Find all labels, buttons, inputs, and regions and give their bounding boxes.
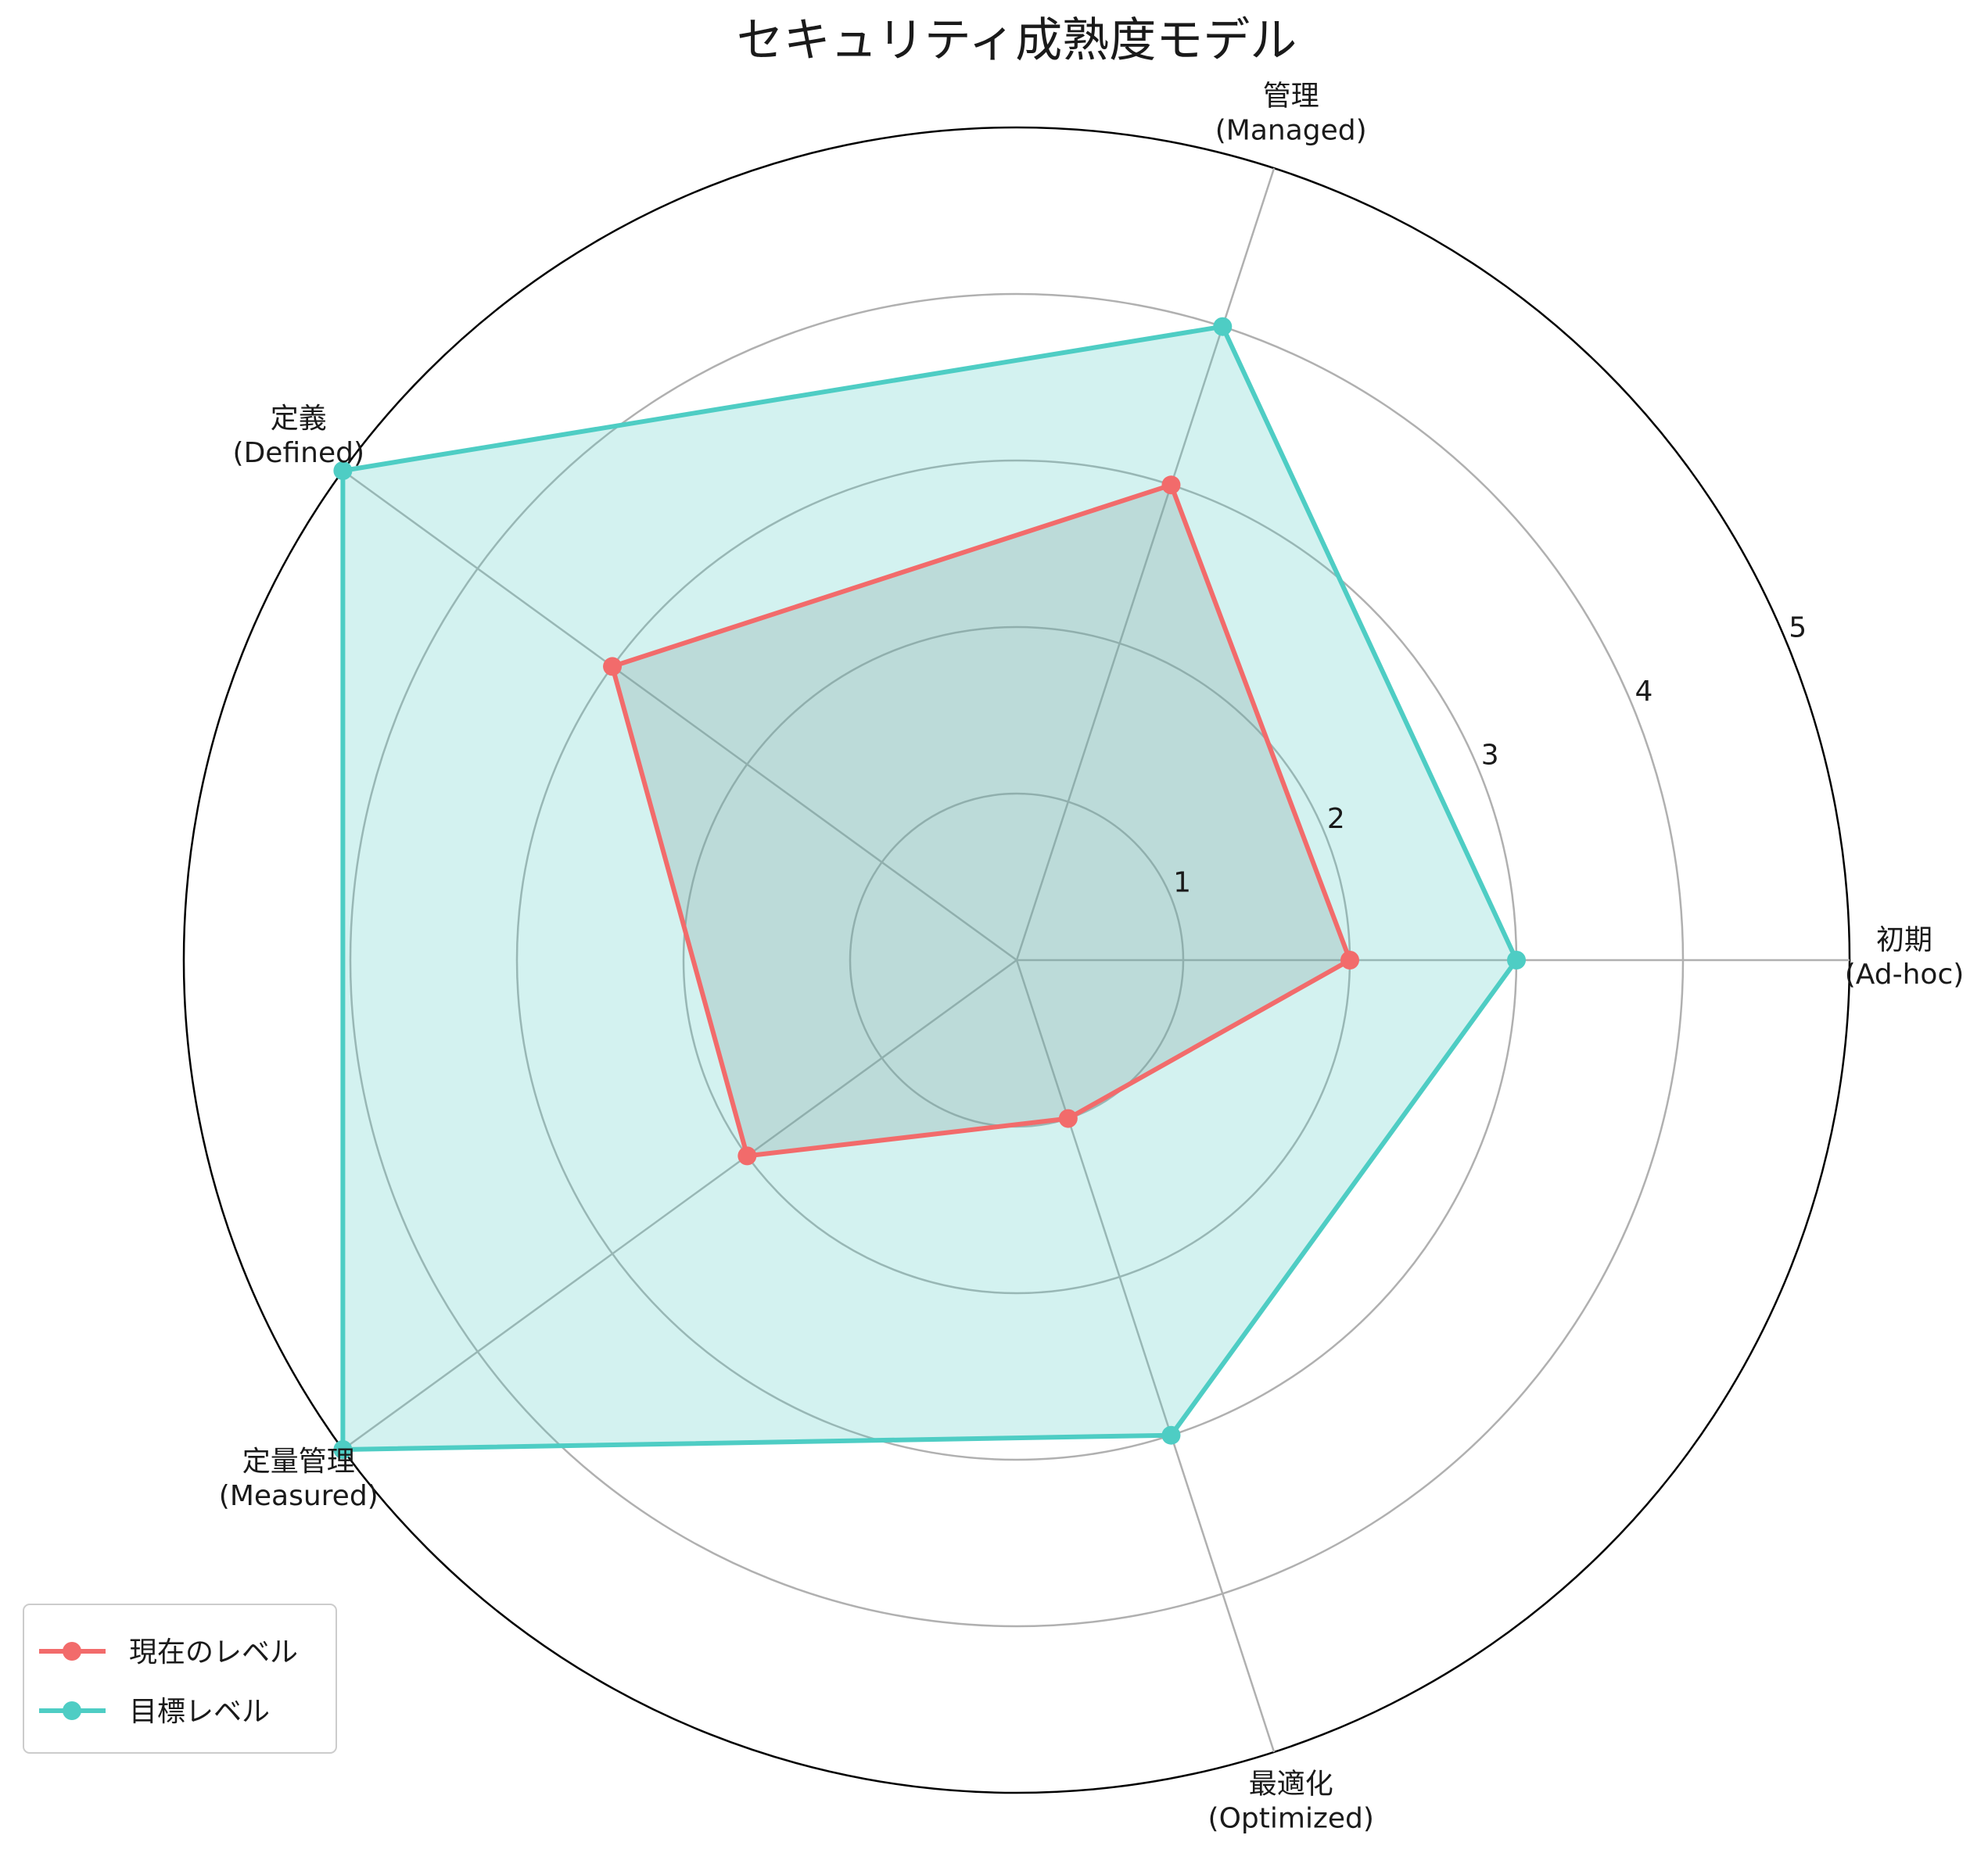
axis-label-1: 初期(Ad-hoc) xyxy=(1845,924,1965,991)
series-1-area xyxy=(612,485,1350,1156)
legend-marker-1 xyxy=(63,1642,81,1661)
axis-label-1-line-1: 初期 xyxy=(1876,924,1932,956)
spoke-2 xyxy=(1015,167,1276,961)
legend-label-2: 目標レベル xyxy=(129,1696,270,1728)
tick-label-4: 4 xyxy=(1635,676,1652,708)
legend-marker-2 xyxy=(63,1701,81,1720)
axis-label-1-line-2: (Ad-hoc) xyxy=(1845,959,1965,991)
axis-label-2-line-1: 管理 xyxy=(1263,81,1319,113)
axis-label-4: 定量管理(Measured) xyxy=(219,1446,379,1512)
series-2-line xyxy=(340,324,1519,1452)
series-points xyxy=(333,317,1526,1459)
tick-label-2: 2 xyxy=(1327,803,1345,835)
axis-labels: 初期(Ad-hoc) 管理(Managed) 定義(Defined) 定量管理(Mea… xyxy=(219,81,1964,1835)
spoke-4 xyxy=(342,959,1017,1451)
legend-label-1: 現在のレベル xyxy=(129,1636,298,1668)
axis-label-2: 管理(Managed) xyxy=(1215,81,1367,147)
series-2-point-2 xyxy=(1213,317,1233,336)
series-1-line xyxy=(610,482,1352,1159)
axis-label-5-line-1: 最適化 xyxy=(1249,1768,1333,1800)
grid xyxy=(182,126,1851,1794)
axis-label-3-line-1: 定義 xyxy=(271,403,327,435)
series-1-point-5 xyxy=(1058,1109,1078,1128)
tick-label-3: 3 xyxy=(1481,739,1499,771)
axis-label-3: 定義(Defined) xyxy=(233,403,364,469)
axis-label-5-line-2: (Optimized) xyxy=(1208,1802,1374,1834)
series-2-point-4 xyxy=(333,1439,353,1459)
series-2-area xyxy=(343,326,1516,1450)
series-1-point-3 xyxy=(603,657,623,676)
tick-label-1: 1 xyxy=(1173,866,1191,898)
axis-label-4-line-2: (Measured) xyxy=(219,1480,379,1512)
series-areas xyxy=(343,326,1516,1450)
axis-label-4-line-1: 定量管理 xyxy=(242,1446,355,1478)
radial-tick-labels: 1 2 3 4 5 xyxy=(1173,611,1807,898)
spoke-5 xyxy=(1015,959,1276,1753)
axis-label-2-line-2: (Managed) xyxy=(1215,115,1367,147)
axis-label-3-line-2: (Defined) xyxy=(233,437,364,469)
chart-title: セキュリティ成熟度モデル xyxy=(737,13,1297,68)
series-lines xyxy=(340,324,1519,1452)
series-2-point-1 xyxy=(1507,951,1526,970)
series-1-point-4 xyxy=(737,1146,757,1166)
series-2-point-3 xyxy=(333,461,353,481)
spoke-3 xyxy=(342,469,1017,962)
series-2-point-5 xyxy=(1161,1425,1181,1445)
series-1-point-1 xyxy=(1340,951,1359,970)
series-1-point-2 xyxy=(1161,475,1181,495)
axis-label-5: 最適化(Optimized) xyxy=(1208,1768,1374,1834)
legend-box xyxy=(23,1604,337,1754)
tick-label-5: 5 xyxy=(1789,611,1807,643)
